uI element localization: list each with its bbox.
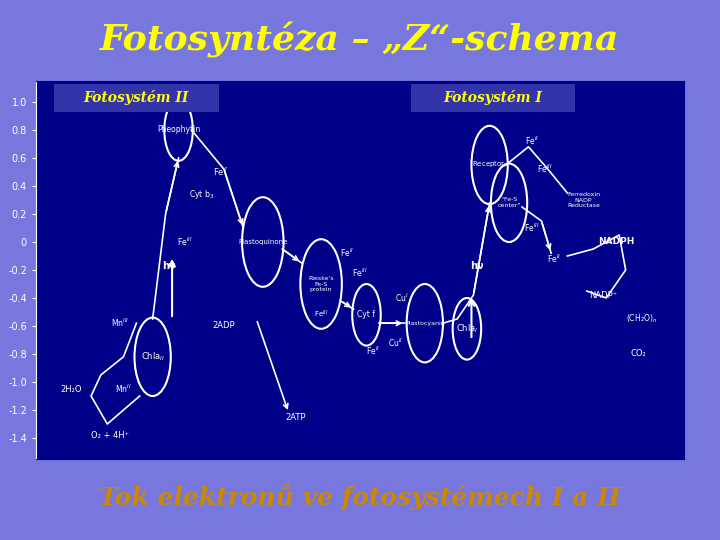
Text: Fe$^{III}$: Fe$^{III}$ <box>352 267 368 279</box>
Text: Cu$^{II}$: Cu$^{II}$ <box>388 336 403 349</box>
Text: Cu$^{I}$: Cu$^{I}$ <box>395 292 409 304</box>
Text: Cyt b$_3$: Cyt b$_3$ <box>189 188 214 201</box>
Text: O₂ + 4H⁺: O₂ + 4H⁺ <box>91 431 130 440</box>
Text: Plastoquinone: Plastoquinone <box>238 239 287 245</box>
Text: Fotosystém I: Fotosystém I <box>444 90 542 105</box>
Text: Fe$^{II}$: Fe$^{II}$ <box>547 253 562 265</box>
Text: Fotosyntéza – „Z“-schema: Fotosyntéza – „Z“-schema <box>100 23 620 58</box>
Text: Fe$^{II}$: Fe$^{II}$ <box>213 166 228 178</box>
Text: Ferredoxin
NADP
Reductase: Ferredoxin NADP Reductase <box>567 192 600 208</box>
Text: CO₂: CO₂ <box>631 349 647 359</box>
Text: Fe$^{III}$: Fe$^{III}$ <box>314 309 328 320</box>
Text: Fe$^{III}$: Fe$^{III}$ <box>524 222 539 234</box>
Text: Chla$_{II}$: Chla$_{II}$ <box>140 350 165 363</box>
Text: NADP⁺: NADP⁺ <box>589 291 617 300</box>
Text: 2ADP: 2ADP <box>212 321 235 330</box>
Text: Fe$^{II}$: Fe$^{II}$ <box>340 247 354 259</box>
Text: Cyt f: Cyt f <box>357 310 376 319</box>
Text: Fotosystém II: Fotosystém II <box>84 90 189 105</box>
Text: "Fe-S
center": "Fe-S center" <box>498 198 521 208</box>
Text: Rieske's
Fe-S
protein: Rieske's Fe-S protein <box>308 276 334 292</box>
Text: NADPH: NADPH <box>598 238 634 246</box>
Text: 2H₂O: 2H₂O <box>61 384 82 394</box>
Text: Pheophytin: Pheophytin <box>157 125 200 134</box>
Text: Tok elektronů ve fotosystémech I a II: Tok elektronů ve fotosystémech I a II <box>99 484 621 510</box>
Text: Fe$^{II}$: Fe$^{II}$ <box>525 135 539 147</box>
Text: 2ATP: 2ATP <box>285 413 305 422</box>
Text: (CH₂O)$_n$: (CH₂O)$_n$ <box>626 313 657 325</box>
Text: Chla$_{I}$: Chla$_{I}$ <box>456 322 478 335</box>
Text: hν: hν <box>162 261 176 271</box>
FancyBboxPatch shape <box>54 84 219 112</box>
Text: Receptor$_{I}$: Receptor$_{I}$ <box>472 160 507 170</box>
Text: Fe$^{III}$: Fe$^{III}$ <box>537 163 552 176</box>
Text: Mn$^{II}$: Mn$^{II}$ <box>115 383 132 395</box>
Text: Mn$^{III}$: Mn$^{III}$ <box>111 317 130 329</box>
Text: Fe$^{III}$: Fe$^{III}$ <box>177 236 193 248</box>
Text: hν: hν <box>470 261 483 271</box>
Text: Fe$^{II}$: Fe$^{II}$ <box>366 345 380 357</box>
Text: Plastocyanin: Plastocyanin <box>405 321 445 326</box>
FancyBboxPatch shape <box>410 84 575 112</box>
